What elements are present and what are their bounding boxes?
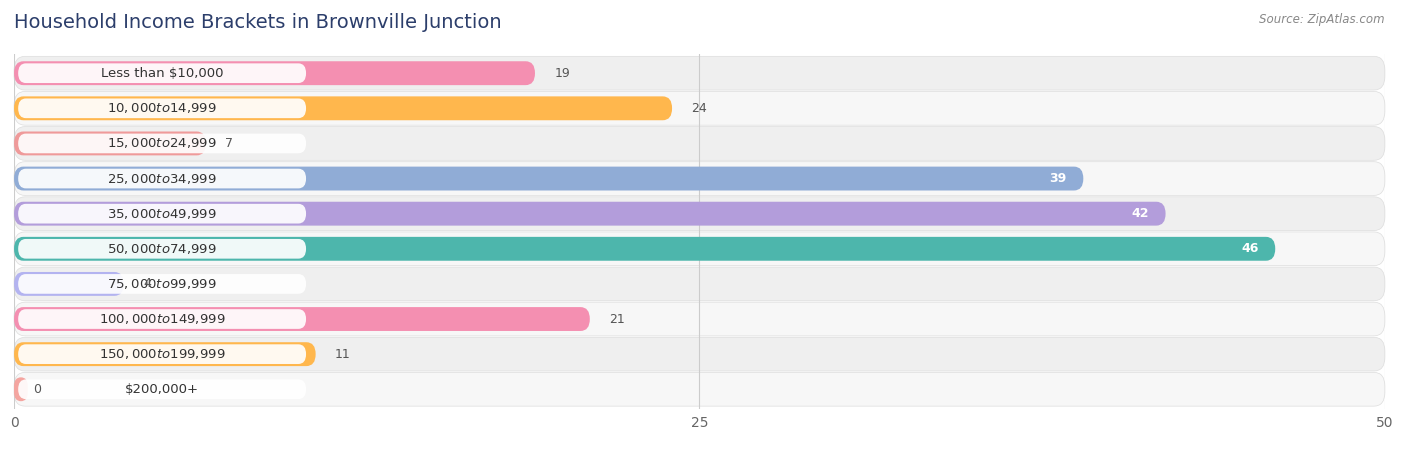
FancyBboxPatch shape <box>14 302 1385 336</box>
Text: 19: 19 <box>554 67 569 79</box>
Text: 24: 24 <box>692 102 707 115</box>
Text: 0: 0 <box>34 383 41 396</box>
Text: 11: 11 <box>335 348 350 361</box>
Text: $25,000 to $34,999: $25,000 to $34,999 <box>107 172 217 185</box>
Text: Less than $10,000: Less than $10,000 <box>101 67 224 79</box>
Text: 21: 21 <box>609 313 624 326</box>
FancyBboxPatch shape <box>14 372 1385 406</box>
FancyBboxPatch shape <box>18 169 307 189</box>
Text: 42: 42 <box>1132 207 1149 220</box>
FancyBboxPatch shape <box>14 97 672 120</box>
FancyBboxPatch shape <box>18 63 307 83</box>
Text: 46: 46 <box>1241 242 1258 255</box>
Text: $100,000 to $149,999: $100,000 to $149,999 <box>98 312 225 326</box>
FancyBboxPatch shape <box>14 127 1385 160</box>
FancyBboxPatch shape <box>14 92 1385 125</box>
FancyBboxPatch shape <box>14 61 534 85</box>
Text: $150,000 to $199,999: $150,000 to $199,999 <box>98 347 225 361</box>
FancyBboxPatch shape <box>18 204 307 224</box>
FancyBboxPatch shape <box>14 202 1166 225</box>
FancyBboxPatch shape <box>14 56 1385 90</box>
FancyBboxPatch shape <box>14 377 28 401</box>
Text: $15,000 to $24,999: $15,000 to $24,999 <box>107 136 217 150</box>
Text: 7: 7 <box>225 137 233 150</box>
FancyBboxPatch shape <box>14 267 1385 301</box>
Text: Household Income Brackets in Brownville Junction: Household Income Brackets in Brownville … <box>14 13 502 32</box>
Text: Source: ZipAtlas.com: Source: ZipAtlas.com <box>1260 13 1385 26</box>
FancyBboxPatch shape <box>14 132 207 155</box>
FancyBboxPatch shape <box>18 239 307 259</box>
FancyBboxPatch shape <box>18 379 307 399</box>
FancyBboxPatch shape <box>14 237 1275 261</box>
FancyBboxPatch shape <box>18 344 307 364</box>
Text: 4: 4 <box>143 277 150 291</box>
FancyBboxPatch shape <box>18 98 307 118</box>
Text: 39: 39 <box>1050 172 1067 185</box>
Text: $35,000 to $49,999: $35,000 to $49,999 <box>107 207 217 220</box>
FancyBboxPatch shape <box>14 337 1385 371</box>
FancyBboxPatch shape <box>18 309 307 329</box>
FancyBboxPatch shape <box>14 197 1385 230</box>
FancyBboxPatch shape <box>18 134 307 153</box>
FancyBboxPatch shape <box>14 232 1385 266</box>
Text: $10,000 to $14,999: $10,000 to $14,999 <box>107 101 217 115</box>
FancyBboxPatch shape <box>14 272 124 296</box>
Text: $50,000 to $74,999: $50,000 to $74,999 <box>107 242 217 256</box>
Text: $200,000+: $200,000+ <box>125 383 200 396</box>
FancyBboxPatch shape <box>14 162 1385 195</box>
FancyBboxPatch shape <box>14 167 1084 190</box>
FancyBboxPatch shape <box>18 274 307 294</box>
FancyBboxPatch shape <box>14 342 315 366</box>
Text: $75,000 to $99,999: $75,000 to $99,999 <box>107 277 217 291</box>
FancyBboxPatch shape <box>14 307 591 331</box>
